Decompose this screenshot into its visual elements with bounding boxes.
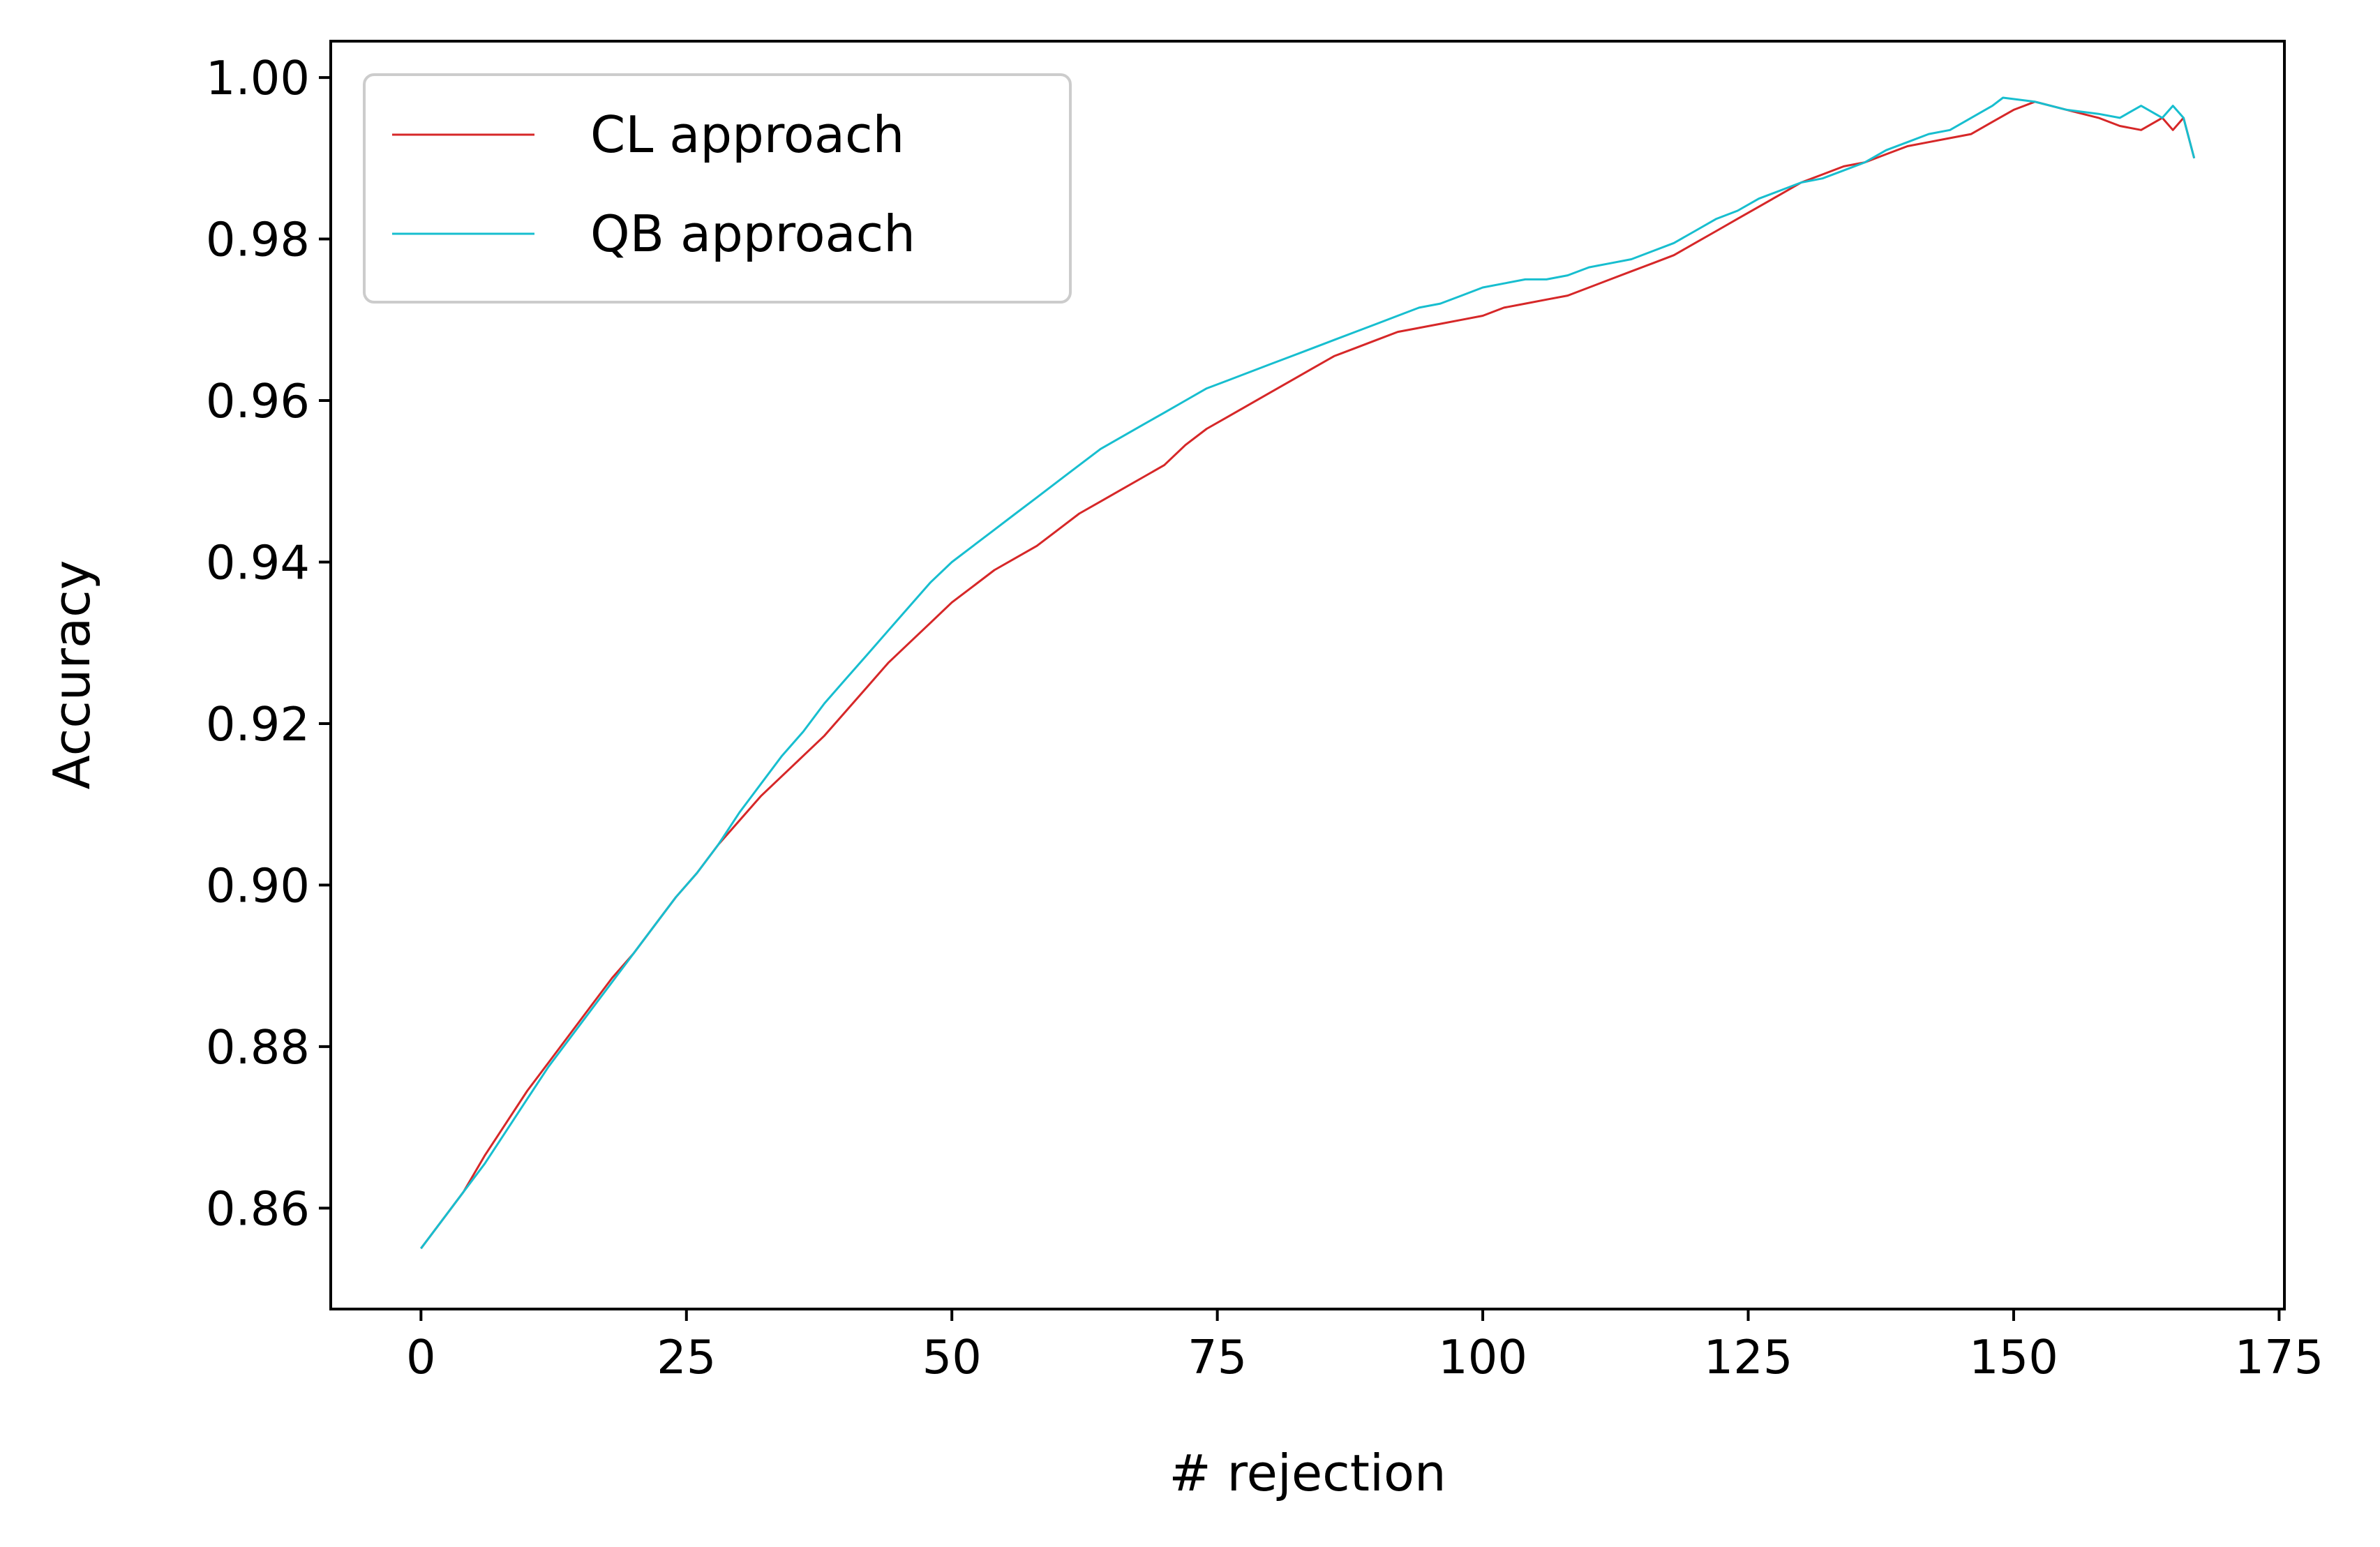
y-tick-label: 0.88 [206, 1020, 310, 1075]
plot-area-frame [329, 40, 2286, 1310]
x-axis-ticks: 0 25 50 75 100 125 150 175 [406, 1309, 2323, 1384]
y-tick-label: 1.00 [206, 51, 310, 105]
y-tick-label: 0.90 [206, 858, 310, 913]
series-line-qb-approach [420, 96, 2196, 1250]
x-tick-label: 150 [1969, 1330, 2058, 1384]
y-tick-label: 0.86 [206, 1181, 310, 1236]
y-tick-label: 0.96 [206, 374, 310, 428]
y-tick-label: 0.92 [206, 697, 310, 752]
y-tick-label: 0.94 [206, 535, 310, 590]
y-axis-label: Accuracy [43, 560, 101, 790]
x-tick-label: 100 [1438, 1330, 1527, 1384]
y-axis-ticks: 0.86 0.88 0.90 0.92 0.94 0.96 0.98 1.00 [206, 51, 331, 1236]
y-tick-label: 0.98 [206, 213, 310, 267]
x-tick-label: 75 [1188, 1330, 1247, 1384]
legend-label-qb-approach: QB approach [590, 204, 915, 263]
x-tick-label: 125 [1704, 1330, 1793, 1384]
legend-box [363, 73, 1072, 304]
series-lines [420, 96, 2196, 1250]
x-tick-label: 50 [922, 1330, 982, 1384]
x-tick-label: 0 [406, 1330, 436, 1384]
legend-label-cl-approach: CL approach [590, 105, 904, 164]
x-axis-label: # rejection [1169, 1444, 1446, 1502]
legend: CL approach QB approach [363, 73, 1072, 304]
x-tick-label: 25 [657, 1330, 716, 1384]
x-tick-label: 175 [2234, 1330, 2323, 1384]
